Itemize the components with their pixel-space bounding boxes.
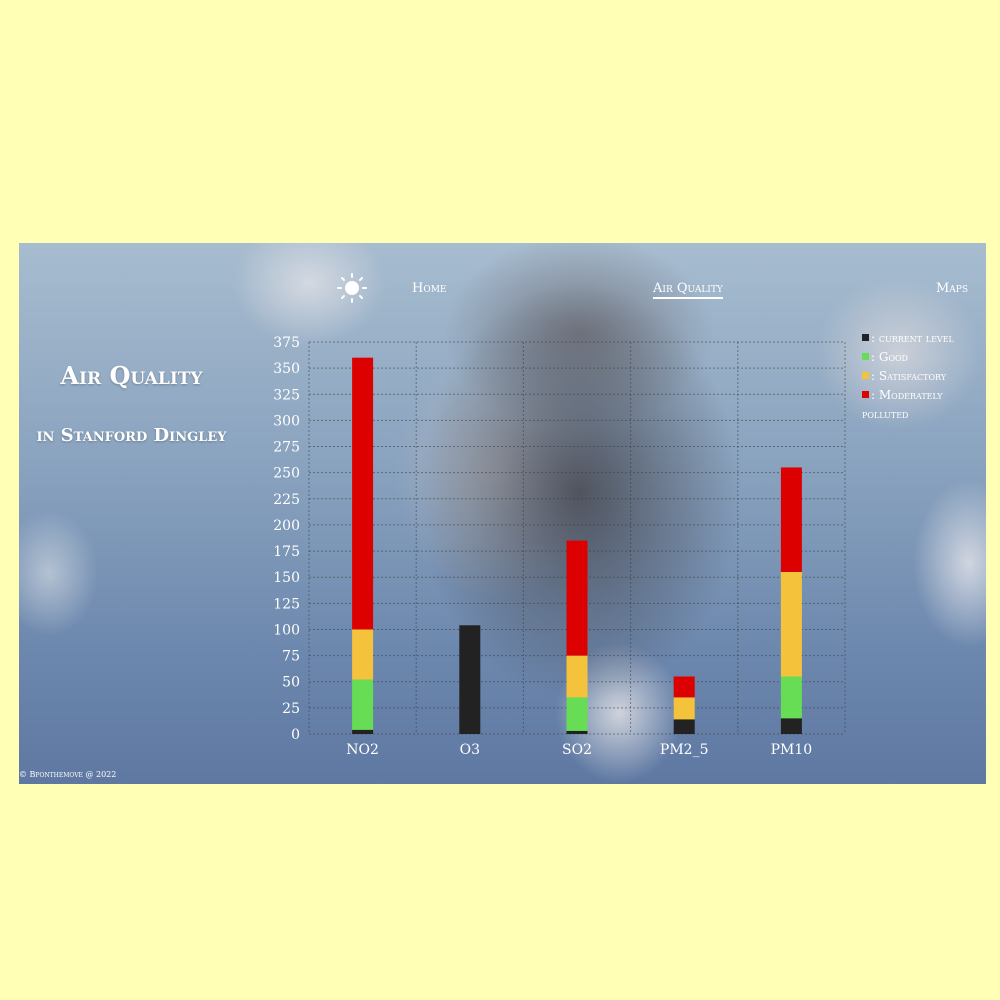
bar-pm10-current-level [780,718,802,734]
bar-pm10-moderately-polluted [780,467,802,572]
y-tick-label: 325 [273,387,300,403]
bar-pm2-5-satisfactory [673,697,695,720]
y-tick-label: 125 [273,596,300,612]
nav-air-quality-link[interactable]: Air Quality [653,281,723,299]
y-tick-label: 0 [291,727,300,743]
legend-item-satisfactory: : Satisfactory [862,367,980,386]
bar-o3-current-level [459,625,481,734]
bar-so2-moderately-polluted [566,540,588,656]
y-tick-label: 150 [273,570,300,586]
bar-no2-moderately-polluted [352,357,374,630]
page-title: Air Quality [60,361,203,390]
bar-no2-good [352,679,374,730]
bar-pm2-5-current-level [673,719,695,734]
bar-pm2-5-moderately-polluted [673,676,695,698]
bar-so2-satisfactory [566,655,588,698]
bar-so2-good [566,697,588,731]
y-tick-label: 300 [273,413,300,429]
bar-pm10-satisfactory [780,571,802,677]
hero-banner: Home Air Quality Maps Air Quality in Sta… [19,243,986,784]
bar-so2-current-level [566,730,588,734]
y-tick-label: 175 [273,544,300,560]
y-tick-label: 50 [282,675,300,691]
legend-label-good: : Good [871,350,908,364]
y-tick-label: 350 [273,361,300,377]
legend-item-good: : Good [862,348,980,367]
legend-label-current: : current level [871,331,954,345]
x-category-label: O3 [460,742,480,758]
nav-maps-link[interactable]: Maps [935,281,968,296]
bar-no2-current-level [352,729,374,734]
y-tick-label: 225 [273,492,300,508]
legend-item-current: : current level [862,329,980,348]
x-category-label: PM2_5 [660,742,709,758]
y-tick-label: 250 [273,466,300,482]
legend-label-moderately-polluted: : Moderately polluted [862,388,943,421]
y-tick-label: 200 [273,518,300,534]
legend-swatch-current [862,334,869,341]
legend-swatch-good [862,353,869,360]
bar-no2-satisfactory [352,629,374,680]
legend-item-moderately-polluted: : Moderately polluted [862,386,980,424]
footer-copyright: © Bponthemove @ 2022 [19,770,117,779]
legend-swatch-satisfactory [862,372,869,379]
air-quality-chart: 0 25 50 75 100 125 150 175 200 225 250 275 300 325 350… [273,335,846,758]
legend-swatch-moderately-polluted [862,391,869,398]
y-tick-label: 25 [282,701,300,717]
y-tick-label: 375 [273,335,300,351]
y-tick-label: 100 [273,622,300,638]
legend-label-satisfactory: : Satisfactory [871,369,947,383]
page-subtitle: in Stanford Dingley [36,425,227,446]
y-tick-label: 275 [273,440,300,456]
nav-home-link[interactable]: Home [412,281,447,296]
y-tick-label: 75 [282,649,300,665]
chart-legend: : current level : Good : Satisfactory : … [862,329,980,424]
x-category-label: PM10 [771,742,813,758]
bar-pm10-good [780,676,802,719]
x-category-label: SO2 [562,742,592,758]
x-category-label: NO2 [346,742,379,758]
sun-icon[interactable] [337,273,367,303]
